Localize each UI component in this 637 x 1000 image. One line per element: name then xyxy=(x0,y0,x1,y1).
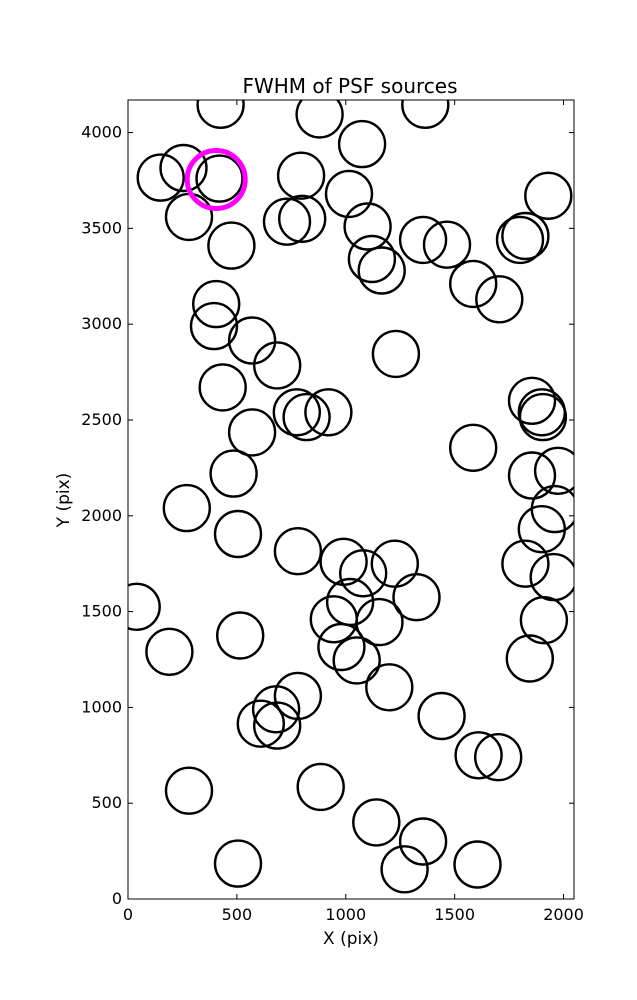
psf-source-marker xyxy=(278,194,327,244)
psf-source-marker xyxy=(449,423,498,472)
psf-source-marker xyxy=(343,202,392,251)
psf-source-marker xyxy=(213,509,263,559)
psf-source-marker xyxy=(317,622,366,672)
psf-source-marker xyxy=(191,279,241,329)
psf-source-marker xyxy=(398,817,448,866)
x-tick-label: 2000 xyxy=(543,905,584,924)
psf-source-marker xyxy=(347,234,397,284)
psf-source-marker xyxy=(519,596,569,645)
x-tick-label: 500 xyxy=(222,905,253,924)
psf-source-marker xyxy=(505,634,554,683)
x-tick-label: 1000 xyxy=(325,905,366,924)
psf-source-marker xyxy=(501,539,550,588)
psf-source-marker xyxy=(273,527,323,576)
plot-frame xyxy=(127,99,575,900)
psf-source-marker xyxy=(475,275,524,324)
y-tick-label: 3500 xyxy=(81,218,122,237)
psf-source-marker xyxy=(495,215,545,265)
psf-source-marker xyxy=(392,573,441,622)
psf-source-marker xyxy=(164,766,214,815)
psf-source-marker xyxy=(276,151,326,200)
psf-source-marker xyxy=(454,731,503,780)
psf-source-marker xyxy=(422,220,472,269)
psf-source-marker xyxy=(517,388,566,437)
highlighted-source-marker xyxy=(184,148,248,211)
psf-source-marker xyxy=(524,171,573,221)
psf-source-marker xyxy=(365,663,414,712)
psf-source-marker xyxy=(417,691,466,741)
y-tick-label: 2500 xyxy=(81,410,122,429)
x-tick-label: 1500 xyxy=(434,905,475,924)
y-tick-label: 2000 xyxy=(81,506,122,525)
psf-source-marker xyxy=(227,316,277,365)
psf-source-marker xyxy=(145,627,194,676)
psf-source-marker xyxy=(380,845,429,894)
psf-source-marker xyxy=(213,839,263,888)
y-tick-label: 0 xyxy=(112,889,122,908)
psf-source-marker xyxy=(339,549,388,598)
psf-source-marker xyxy=(517,505,566,554)
psf-source-marker xyxy=(253,701,302,750)
psf-source-marker xyxy=(357,246,406,295)
psf-source-marker xyxy=(198,363,247,412)
psf-source-marker xyxy=(332,636,381,685)
psf-source-marker xyxy=(518,392,568,442)
chart-title: FWHM of PSF sources xyxy=(242,74,457,98)
psf-source-marker xyxy=(529,552,574,602)
psf-source-marker xyxy=(324,169,374,219)
y-tick-label: 4000 xyxy=(81,123,122,142)
psf-source-marker xyxy=(209,449,258,498)
x-tick-label: 0 xyxy=(123,905,133,924)
psf-source-marker xyxy=(236,699,285,748)
psf-source-marker xyxy=(128,582,161,631)
y-tick-label: 3000 xyxy=(81,314,122,333)
psf-source-marker xyxy=(215,611,265,660)
psf-source-marker xyxy=(304,388,353,437)
psf-source-marker xyxy=(272,388,321,437)
y-axis-label: Y (pix) xyxy=(54,473,74,529)
tick-layer: 0 500 1000 1500 2000 0 500 1000 1500 2000 2500 3000… xyxy=(81,100,584,924)
psf-source-marker xyxy=(401,100,450,129)
psf-source-marker xyxy=(449,259,498,309)
psf-source-marker xyxy=(533,446,574,495)
y-tick-label: 1000 xyxy=(81,697,122,716)
psf-source-marker xyxy=(507,376,557,425)
y-tick-label: 500 xyxy=(91,793,122,812)
psf-source-marker xyxy=(262,197,312,246)
psf-source-marker xyxy=(159,143,208,193)
psf-source-marker xyxy=(501,211,550,261)
psf-source-marker xyxy=(227,408,277,457)
psf-source-marker xyxy=(352,798,401,847)
psf-source-marker xyxy=(195,154,244,203)
psf-source-marker xyxy=(370,539,419,588)
psf-source-marker xyxy=(371,329,421,379)
psf-source-marker xyxy=(196,100,245,129)
psf-source-marker xyxy=(136,153,185,202)
psf-source-marker xyxy=(337,119,387,169)
psf-source-marker xyxy=(164,192,214,242)
psf-source-marker xyxy=(251,685,301,734)
psf-source-marker xyxy=(253,341,302,390)
psf-source-marker xyxy=(282,392,331,442)
y-tick-label: 1500 xyxy=(81,602,122,621)
psf-source-marker xyxy=(398,215,448,265)
psf-source-marker xyxy=(507,451,557,500)
psf-source-marker xyxy=(474,733,523,782)
x-axis-label: X (pix) xyxy=(323,929,379,949)
marker-layer xyxy=(128,100,574,894)
psf-source-marker xyxy=(295,100,344,139)
psf-source-marker xyxy=(453,840,502,889)
psf-source-marker xyxy=(296,762,345,812)
psf-source-marker xyxy=(162,483,212,533)
psf-source-marker xyxy=(189,301,239,351)
psf-source-marker xyxy=(207,221,256,270)
psf-source-marker xyxy=(355,597,404,647)
